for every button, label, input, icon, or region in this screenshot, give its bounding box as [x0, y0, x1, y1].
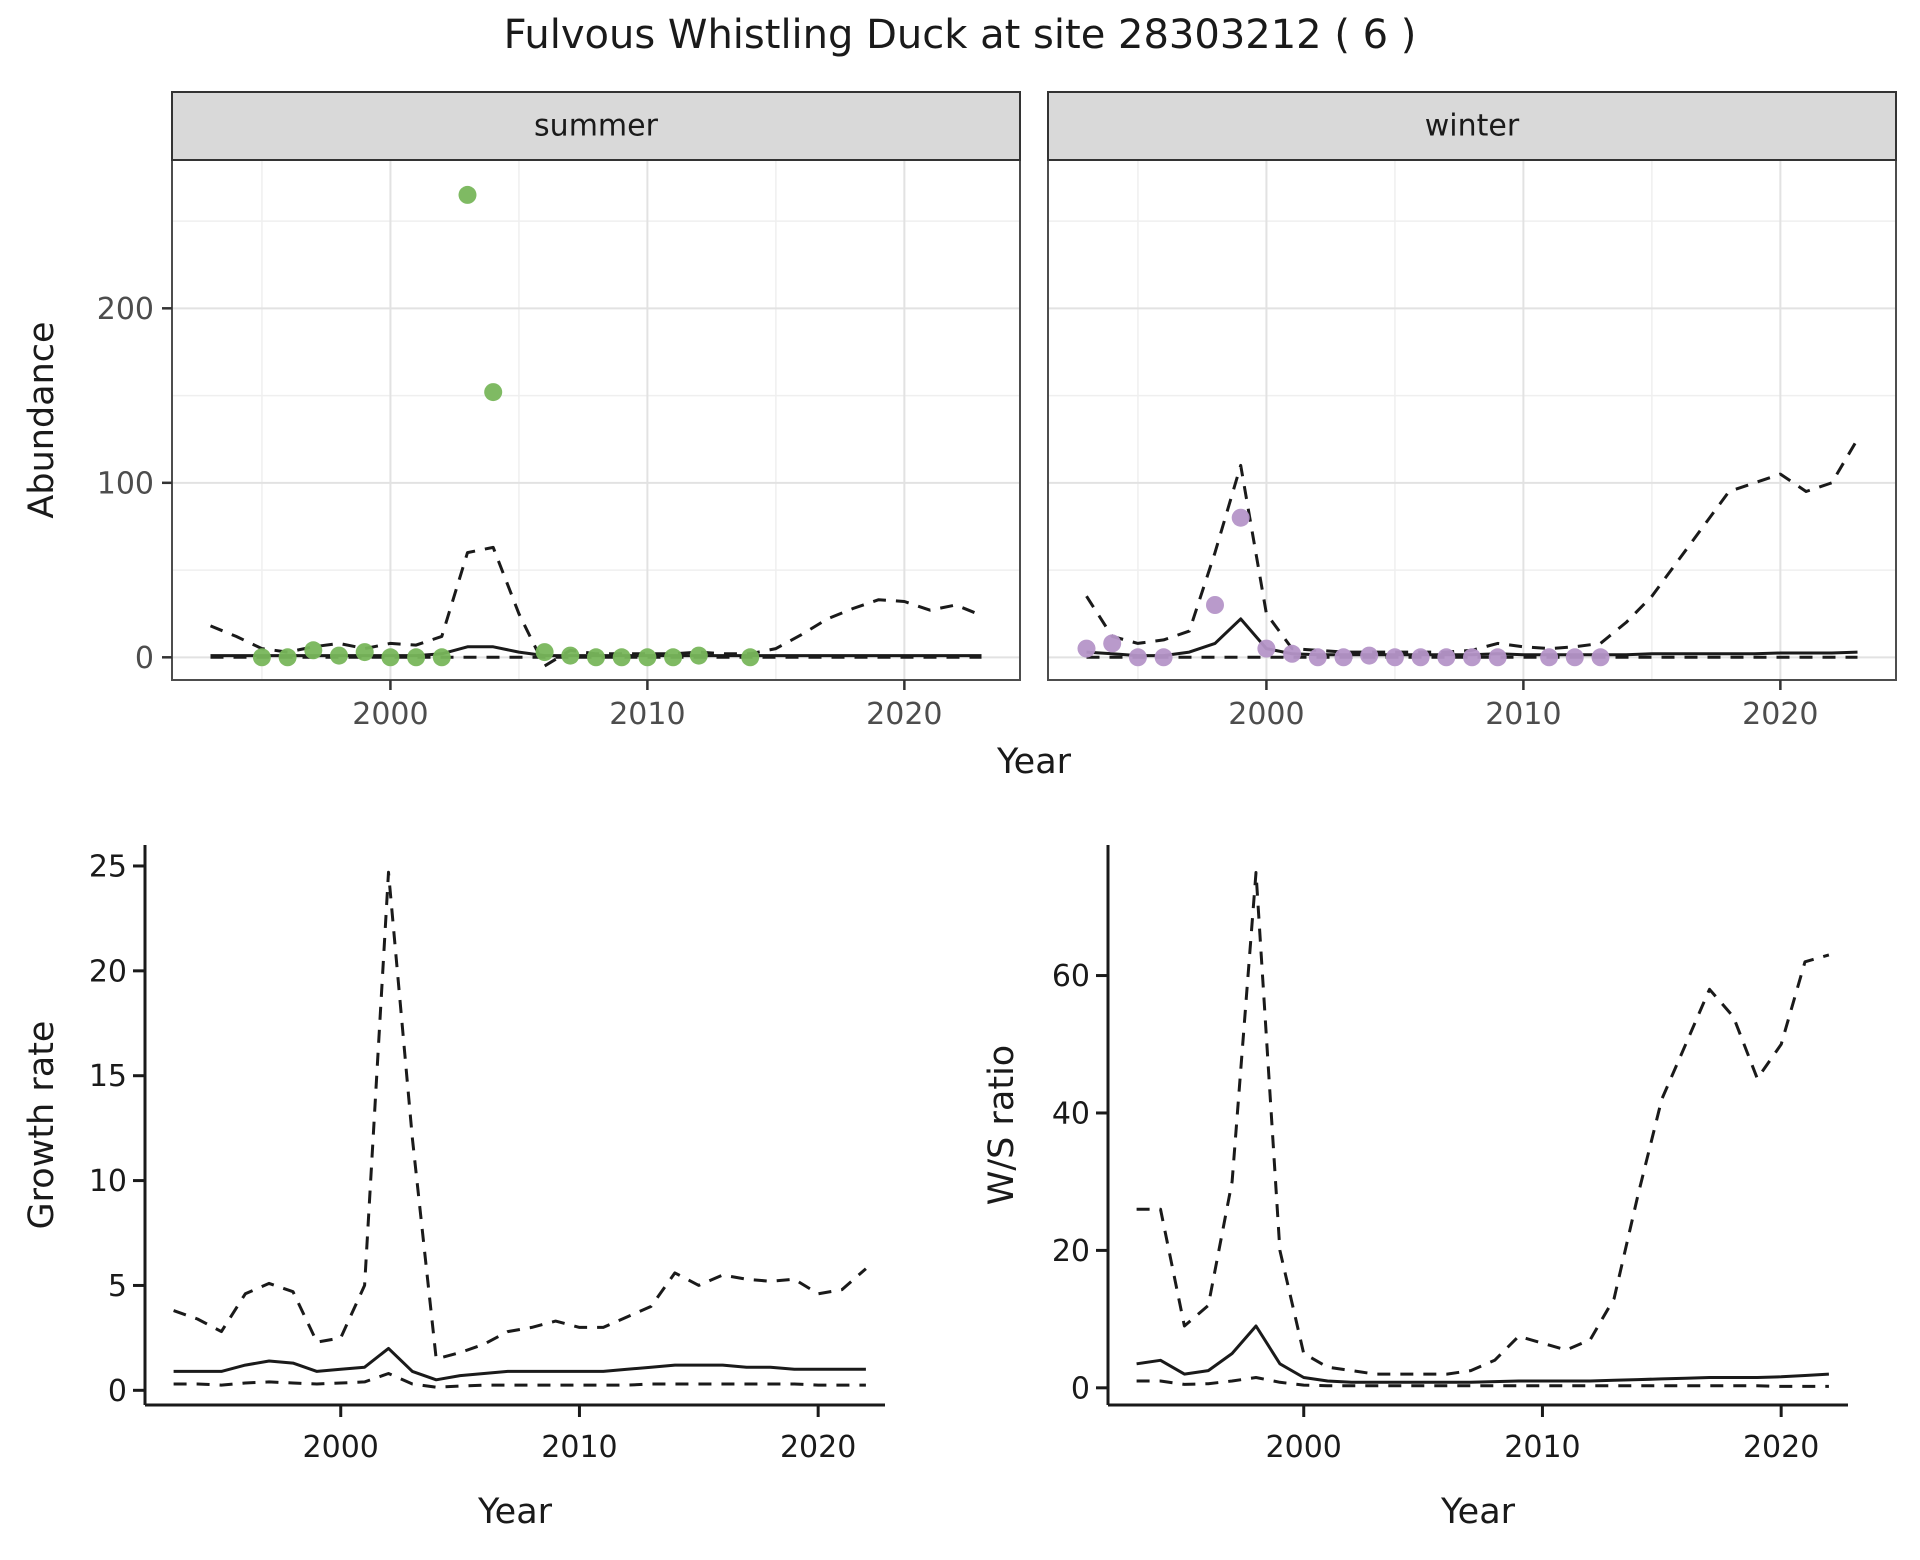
abundance-summer-observation-point [278, 648, 297, 667]
x-tick-label: 2000 [1228, 697, 1304, 732]
facet-strip-label-winter: winter [1424, 108, 1520, 144]
y-tick-label: 15 [89, 1059, 127, 1094]
abundance-summer-observation-point [638, 648, 657, 667]
y-tick-label: 60 [1052, 959, 1090, 994]
abundance-summer-observation-point [381, 648, 400, 667]
abundance-summer-observation-point [612, 648, 631, 667]
x-tick-label: 2010 [541, 1430, 617, 1465]
y-axis-title-abundance: Abundance [22, 321, 62, 519]
y-tick-label: 5 [108, 1269, 127, 1304]
y-tick-label: 200 [97, 292, 154, 327]
y-axis-title-ws-ratio: W/S ratio [982, 1044, 1022, 1206]
growth-rate-mean-line [173, 1346, 866, 1382]
y-tick-label: 25 [89, 849, 127, 884]
x-tick-label: 2010 [609, 697, 685, 732]
abundance-summer-observation-point [407, 648, 426, 667]
abundance-winter-observation-point [1540, 648, 1559, 667]
abundance-winter-observation-point [1334, 648, 1353, 667]
abundance-winter-observation-point [1077, 639, 1096, 658]
y-tick-label: 20 [89, 954, 127, 989]
abundance-summer-observation-point [252, 648, 271, 667]
ws-ratio-lower-ci-line [1136, 1376, 1829, 1388]
abundance-winter-observation-point [1283, 644, 1302, 663]
facet-strip-label-summer: summer [534, 108, 658, 144]
y-tick-label: 20 [1052, 1234, 1090, 1269]
abundance-winter-observation-point [1591, 648, 1610, 667]
abundance-summer-observation-point [741, 648, 760, 667]
x-tick-label: 2010 [1485, 697, 1561, 732]
panel-abundance-winter: 2000 2010 2020 [1047, 91, 1897, 732]
abundance-winter-observation-point [1231, 508, 1250, 527]
abundance-winter-observation-point [1308, 648, 1327, 667]
panel-ws-ratio: 2000 2010 2020 0 20 40 60 [1052, 845, 1848, 1465]
x-tick-label: 2020 [780, 1430, 856, 1465]
y-tick-label: 0 [108, 1374, 127, 1409]
abundance-winter-observation-point [1463, 648, 1481, 667]
y-tick-label: 10 [89, 1164, 127, 1199]
abundance-summer-observation-point [432, 648, 451, 667]
y-axis-title-growth-rate: Growth rate [22, 1020, 62, 1230]
x-axis-title-year-bottom-left: Year [477, 1492, 553, 1532]
ws-ratio-upper-ci-line [1136, 871, 1830, 1376]
abundance-summer-observation-point [689, 646, 708, 665]
abundance-winter-observation-point [1488, 648, 1507, 667]
abundance-summer-observation-point [535, 643, 554, 662]
x-tick-label: 2020 [1743, 1430, 1819, 1465]
panel-background [172, 160, 1020, 680]
panel-abundance-summer: 2000 2010 2020 0 100 200 [97, 91, 1021, 732]
y-tick-label: 0 [1071, 1371, 1090, 1406]
y-tick-label: 0 [135, 641, 154, 676]
abundance-winter-observation-point [1103, 634, 1122, 653]
y-tick-label: 100 [97, 466, 154, 501]
abundance-summer-observation-point [561, 646, 580, 665]
abundance-winter-observation-point [1565, 648, 1584, 667]
abundance-summer-observation-point [355, 643, 374, 662]
growth-rate-upper-ci-line [173, 870, 867, 1361]
abundance-summer-observation-point [458, 185, 477, 204]
abundance-winter-observation-point [1206, 596, 1224, 614]
abundance-summer-observation-point [304, 641, 323, 660]
x-tick-label: 2020 [1742, 697, 1818, 732]
abundance-winter-observation-point [1128, 648, 1147, 667]
panel-growth-rate: 2000 2010 2020 0 5 10 15 20 25 [89, 845, 885, 1465]
abundance-summer-observation-point [330, 646, 348, 665]
facet-strip [171, 91, 1021, 161]
y-tick-label: 40 [1052, 1096, 1090, 1131]
panel-background [1048, 160, 1896, 680]
abundance-summer-observation-point [664, 648, 683, 667]
abundance-summer-observation-point [484, 383, 503, 402]
abundance-winter-observation-point [1154, 648, 1173, 667]
abundance-winter-observation-point [1360, 646, 1379, 665]
abundance-winter-observation-point [1437, 648, 1456, 667]
x-axis-title-year-bottom-right: Year [1440, 1492, 1516, 1532]
x-axis-title-year-top: Year [996, 742, 1072, 782]
facet-strip [1047, 91, 1897, 161]
abundance-winter-observation-point [1257, 639, 1276, 658]
abundance-winter-observation-point [1385, 648, 1404, 667]
x-tick-label: 2000 [352, 697, 428, 732]
x-tick-label: 2000 [303, 1430, 379, 1465]
abundance-summer-observation-point [587, 648, 605, 667]
figure-title: Fulvous Whistling Duck at site 28303212 … [503, 12, 1417, 58]
ws-ratio-mean-line [1136, 1324, 1829, 1384]
x-tick-label: 2020 [866, 697, 942, 732]
x-tick-label: 2010 [1504, 1430, 1580, 1465]
growth-rate-lower-ci-line [173, 1372, 866, 1389]
abundance-winter-observation-point [1411, 648, 1430, 667]
x-tick-label: 2000 [1266, 1430, 1342, 1465]
